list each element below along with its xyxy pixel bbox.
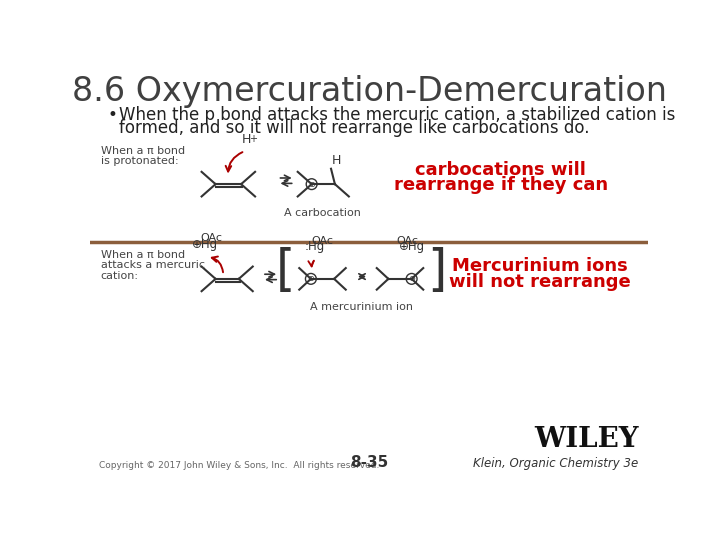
Text: Copyright © 2017 John Wiley & Sons, Inc.  All rights reserved.: Copyright © 2017 John Wiley & Sons, Inc.… — [99, 461, 379, 470]
Text: A carbocation: A carbocation — [284, 208, 361, 218]
Text: :Hg: :Hg — [305, 240, 325, 253]
Text: When a π bond: When a π bond — [101, 146, 185, 156]
Text: H: H — [332, 154, 341, 167]
Text: Klein, Organic Chemistry 3e: Klein, Organic Chemistry 3e — [474, 457, 639, 470]
Text: OAc: OAc — [397, 236, 419, 246]
Text: WILEY: WILEY — [534, 426, 639, 453]
Text: When the p bond attacks the mercuric cation, a stabilized cation is: When the p bond attacks the mercuric cat… — [120, 106, 676, 124]
Text: OAc: OAc — [201, 233, 222, 244]
Text: A mercurinium ion: A mercurinium ion — [310, 302, 413, 312]
Text: cation:: cation: — [101, 271, 139, 281]
Text: formed, and so it will not rearrange like carbocations do.: formed, and so it will not rearrange lik… — [120, 119, 590, 138]
Text: 8.6 Oxymercuration-Demercuration: 8.6 Oxymercuration-Demercuration — [71, 75, 667, 108]
Text: rearrange if they can: rearrange if they can — [394, 177, 608, 194]
Text: ]: ] — [428, 247, 447, 295]
Text: Mercurinium ions: Mercurinium ions — [451, 257, 627, 275]
Text: When a π bond: When a π bond — [101, 249, 185, 260]
Text: ⊕Hg: ⊕Hg — [399, 240, 425, 253]
Text: ⊕Hg: ⊕Hg — [192, 238, 217, 251]
Text: will not rearrange: will not rearrange — [449, 273, 631, 291]
Text: H: H — [242, 133, 251, 146]
Text: 8-35: 8-35 — [350, 455, 388, 470]
Text: +: + — [249, 134, 257, 144]
Text: ⊕: ⊕ — [307, 274, 315, 284]
Text: is protonated:: is protonated: — [101, 157, 179, 166]
Text: [: [ — [276, 247, 295, 295]
Text: carbocations will: carbocations will — [415, 161, 586, 179]
Text: attacks a mercuric: attacks a mercuric — [101, 260, 205, 271]
Text: ⊕: ⊕ — [408, 274, 415, 284]
Text: OAc: OAc — [312, 236, 333, 246]
Text: ⊕: ⊕ — [308, 180, 315, 188]
Text: •: • — [107, 106, 117, 124]
